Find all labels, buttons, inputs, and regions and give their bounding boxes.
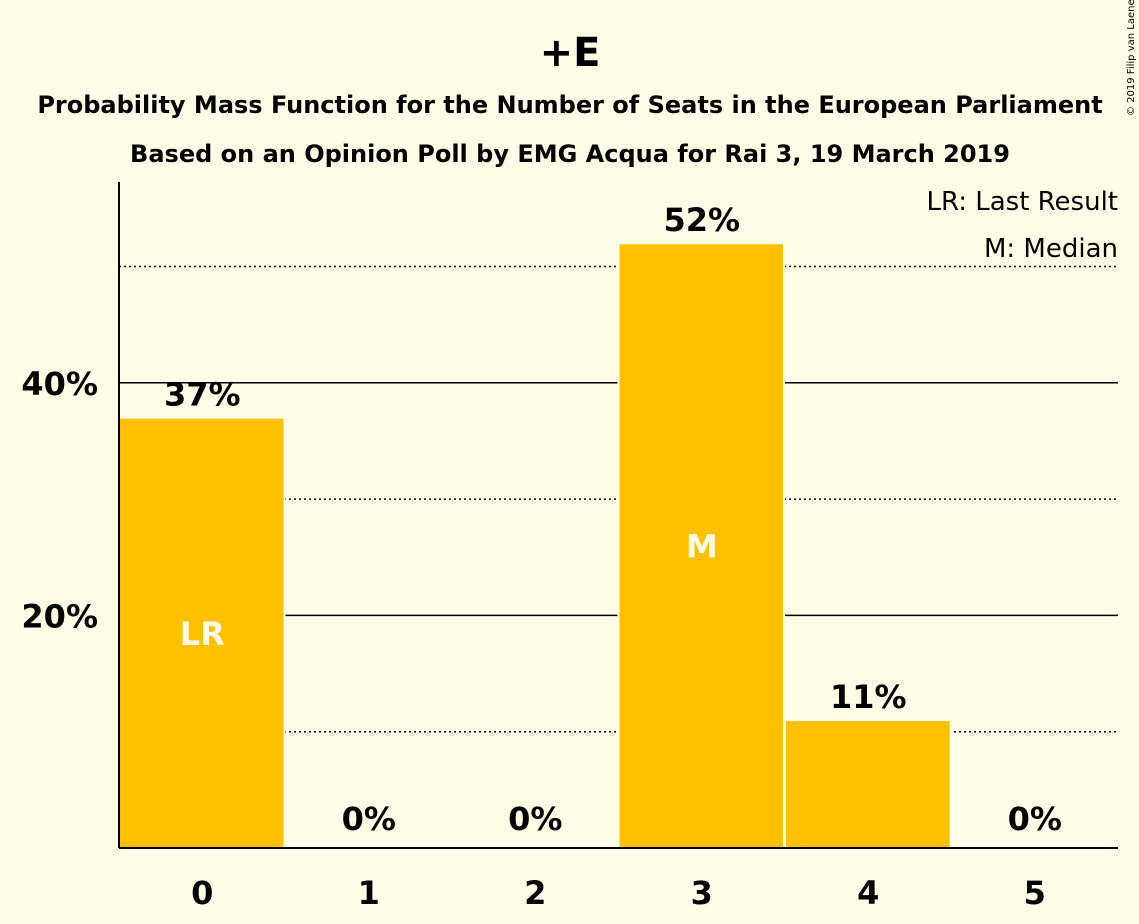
axes: 20% 40% 0 1 2 3 4 5 [21,182,1118,912]
chart-subtitle-line1: Probability Mass Function for the Number… [37,91,1102,119]
bar-0 [118,416,286,849]
x-tick-label-2: 2 [524,874,546,912]
data-labels: 37% LR 0% 0% 52% M 11% 0% [164,201,1062,838]
bar-mark-median: M [686,528,718,566]
x-tick-label-4: 4 [857,874,879,912]
x-tick-label-3: 3 [691,874,713,912]
x-tick-label-5: 5 [1024,874,1046,912]
bar-value-label-4: 11% [830,678,907,716]
legend: LR: Last Result M: Median [926,187,1118,264]
chart-title: +E [540,30,601,76]
chart-subtitle-line2: Based on an Opinion Poll by EMG Acqua fo… [130,140,1010,168]
bar-4 [784,719,952,850]
bar-value-label-0: 37% [164,376,241,414]
bar-mark-last-result: LR [180,615,225,653]
bar-value-label-1: 0% [342,800,396,838]
bars [118,242,952,850]
x-tick-label-0: 0 [191,874,213,912]
bar-value-label-3: 52% [663,201,740,239]
y-tick-label-40: 40% [21,365,98,403]
bar-3 [617,242,785,850]
copyright-text: © 2019 Filip van Laenen [1126,0,1137,116]
legend-entry-median: M: Median [984,234,1118,264]
y-tick-label-20: 20% [21,597,98,635]
bar-value-label-5: 0% [1008,800,1062,838]
x-tick-label-1: 1 [358,874,380,912]
legend-entry-last-result: LR: Last Result [926,187,1118,217]
bar-value-label-2: 0% [508,800,562,838]
